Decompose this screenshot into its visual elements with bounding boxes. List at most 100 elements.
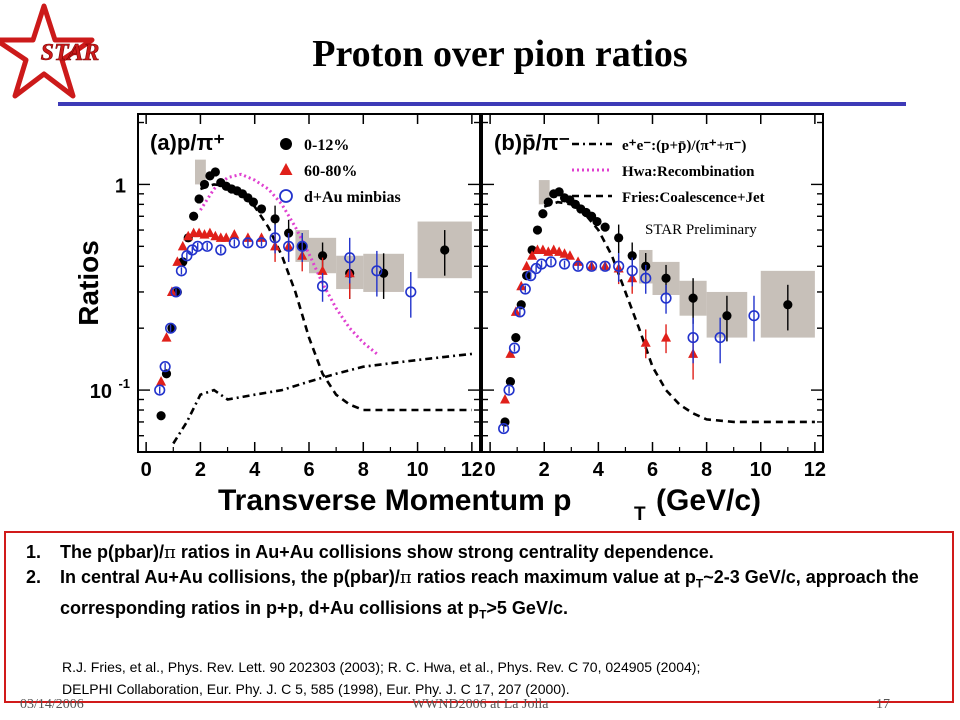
data-point-60-80 bbox=[229, 229, 240, 239]
note-item: 1. The p(pbar)/π ratios in Au+Au collisio… bbox=[26, 540, 946, 565]
panel-a: 0 2 4 6 8 10 12 (a)p/π⁺ 0-12% 60-80% d+Au minbias bbox=[137, 113, 483, 481]
note-text: π bbox=[164, 542, 176, 563]
x-tick-label: 12 bbox=[461, 459, 483, 481]
note-text: In central Au+Au collisions, the p(pbar)… bbox=[60, 567, 400, 587]
x-tick-label: 8 bbox=[701, 459, 712, 481]
star-icon bbox=[0, 3, 95, 99]
data-point-dau bbox=[525, 270, 537, 282]
plot-area bbox=[498, 180, 815, 435]
data-point-0-12 bbox=[440, 245, 450, 255]
data-point-dau bbox=[228, 237, 240, 249]
data-point-dau bbox=[558, 258, 571, 270]
data-point-60-80 bbox=[242, 232, 253, 242]
legend-marker bbox=[280, 138, 292, 150]
data-point-0-12 bbox=[199, 179, 210, 190]
legend-label: 60-80% bbox=[304, 163, 357, 180]
data-point-60-80 bbox=[161, 332, 172, 342]
x-axis-unit: (GeV/c) bbox=[656, 484, 761, 517]
data-point-dau bbox=[660, 292, 672, 304]
data-point-60-80 bbox=[500, 393, 511, 404]
data-point-60-80 bbox=[661, 332, 672, 342]
note-text: π bbox=[399, 567, 412, 588]
x-tick-label: 12 bbox=[804, 459, 826, 481]
data-point-0-12 bbox=[194, 194, 204, 204]
data-point-0-12 bbox=[661, 273, 671, 283]
data-point-60-80 bbox=[317, 265, 328, 275]
data-point-60-80 bbox=[505, 348, 516, 358]
systematic-error-box bbox=[538, 180, 550, 205]
title-rule bbox=[58, 102, 906, 106]
note-text: ratios in Au+Au collisions show strong c… bbox=[175, 542, 714, 562]
curve-dotted bbox=[199, 172, 378, 356]
legend-label: d+Au minbias bbox=[304, 189, 401, 206]
note-text: T bbox=[479, 607, 487, 622]
data-point-dau bbox=[640, 272, 652, 284]
footer-date: 03/14/2006 bbox=[20, 697, 84, 712]
panel-b: 0 2 4 6 8 10 12 (b)p̄/π⁻ e⁺e⁻:(p+p̄)/(π⁺+π⁻) Hwa:… bbox=[481, 113, 826, 481]
data-point-0-12 bbox=[270, 214, 280, 224]
data-point-0-12 bbox=[783, 300, 793, 310]
notes-list: 1. The p(pbar)/π ratios in Au+Au collisio… bbox=[26, 540, 946, 626]
data-point-0-12 bbox=[722, 311, 732, 321]
legend-label: 0-12% bbox=[304, 137, 349, 154]
reference-line: DELPHI Collaboration, Eur. Phy. J. C 5, … bbox=[62, 681, 570, 697]
data-point-dau bbox=[514, 306, 526, 318]
x-tick-label: 10 bbox=[406, 459, 428, 481]
data-point-dau bbox=[316, 280, 329, 292]
data-point-0-12 bbox=[532, 225, 543, 235]
data-point-0-12 bbox=[627, 251, 637, 261]
data-point-dau bbox=[159, 361, 171, 373]
x-tick-label: 8 bbox=[358, 459, 369, 481]
systematic-error-box bbox=[195, 159, 206, 185]
curve-dashdot bbox=[172, 352, 473, 445]
data-point-0-12 bbox=[317, 251, 328, 261]
data-point-dau bbox=[296, 240, 308, 252]
x-tick-label: 6 bbox=[647, 459, 658, 481]
legend-marker bbox=[279, 189, 293, 203]
note-text: ~2-3 GeV/c, approach the corresponding r… bbox=[60, 567, 919, 618]
data-point-dau bbox=[586, 260, 598, 272]
data-point-dau bbox=[344, 252, 356, 264]
legend-label: Fries:Coalescence+Jet bbox=[622, 190, 765, 206]
data-point-0-12 bbox=[600, 222, 610, 232]
data-point-0-12 bbox=[543, 197, 553, 207]
data-point-60-80 bbox=[548, 244, 559, 254]
data-point-60-80 bbox=[521, 260, 532, 271]
panel-title: (b)p̄/π⁻ bbox=[494, 130, 570, 155]
x-tick-label: 0 bbox=[485, 459, 496, 481]
data-point-60-80 bbox=[210, 230, 221, 241]
x-tick-label: 2 bbox=[539, 459, 550, 481]
data-point-60-80 bbox=[177, 240, 188, 251]
data-point-dau bbox=[498, 422, 510, 435]
star-logo: STAR bbox=[0, 3, 100, 99]
data-point-0-12 bbox=[505, 376, 516, 387]
data-point-dau bbox=[371, 265, 383, 277]
data-point-dau bbox=[283, 240, 295, 252]
reference-line: R.J. Fries, et al., Phys. Rev. Lett. 90 … bbox=[62, 659, 701, 675]
references: R.J. Fries, et al., Phys. Rev. Lett. 90 … bbox=[62, 656, 952, 700]
data-point-0-12 bbox=[511, 332, 521, 343]
data-point-0-12 bbox=[156, 411, 166, 421]
data-point-dau bbox=[405, 286, 417, 298]
legend-label: e⁺e⁻:(p+p̄)/(π⁺+π⁻) bbox=[622, 138, 746, 154]
legend-marker bbox=[279, 163, 293, 175]
data-point-60-80 bbox=[559, 248, 570, 258]
data-point-dau bbox=[503, 384, 515, 396]
plot-area bbox=[154, 159, 473, 445]
x-tick-label: 6 bbox=[303, 459, 314, 481]
data-point-dau bbox=[175, 265, 188, 277]
x-tick-label: 2 bbox=[195, 459, 206, 481]
x-tick-label: 10 bbox=[750, 459, 772, 481]
data-point-dau bbox=[572, 260, 584, 272]
data-point-dau bbox=[269, 232, 281, 244]
data-point-dau bbox=[201, 240, 213, 252]
star-logo-text: STAR bbox=[41, 40, 100, 66]
note-number: 2. bbox=[26, 567, 42, 587]
data-point-dau bbox=[687, 331, 699, 344]
y-tick-label: 1 bbox=[115, 175, 126, 197]
data-point-dau bbox=[545, 256, 557, 268]
x-axis-label-subscript: T bbox=[634, 504, 646, 525]
data-point-60-80 bbox=[640, 337, 651, 347]
data-point-0-12 bbox=[189, 211, 199, 221]
footer-event: WWND2006 at La Jolla bbox=[412, 697, 549, 712]
